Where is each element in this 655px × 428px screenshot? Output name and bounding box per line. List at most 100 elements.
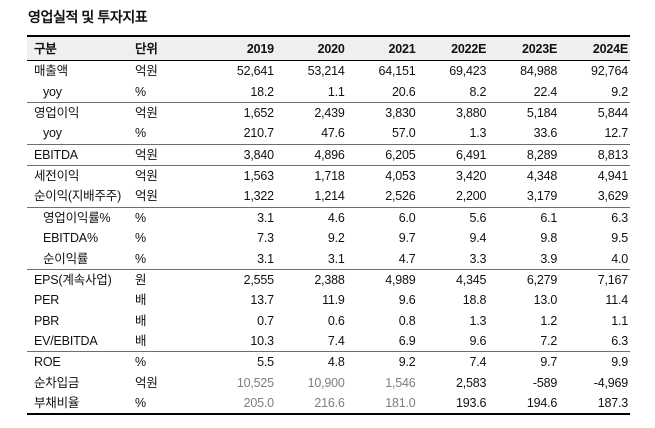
cell-value: 4.6 [327, 210, 345, 225]
cell-value: 9.2 [398, 355, 416, 370]
cell-value: 64,151 [378, 64, 416, 79]
cell-value: 18.2 [205, 81, 276, 103]
row-unit: 배 [135, 293, 147, 308]
cell-value: 10,525 [236, 375, 274, 390]
row-unit: 억원 [135, 375, 158, 390]
cell-value: 2,200 [417, 186, 489, 208]
table-row: PER 배 13.7 11.9 9.6 18.8 13.0 11.4 [27, 290, 630, 310]
cell-value: 57.0 [346, 123, 418, 145]
cell-value: 53,214 [307, 64, 345, 79]
table-row: yoy% 210.7 47.6 57.0 1.3 33.6 12.7 [27, 123, 630, 145]
cell-value: 9.7 [398, 231, 416, 246]
cell-value: 187.3 [597, 396, 628, 411]
cell-value: 4.8 [327, 355, 345, 370]
cell-value: 11.4 [605, 293, 628, 308]
row-unit: % [135, 396, 146, 411]
table-row: 순이익(지배주주) 억원 1,322 1,214 2,526 2,200 3,179 3,62… [27, 186, 630, 208]
row-label: 세전이익 [34, 169, 80, 184]
cell-value: 9.8 [540, 231, 558, 246]
cell-value: 3.1 [205, 248, 276, 270]
cell-value: 2,439 [314, 105, 345, 120]
cell-value: 3,840 [205, 144, 276, 166]
cell-value: 8,813 [559, 144, 630, 166]
cell-value: 193.6 [456, 396, 487, 411]
cell-value: 205.0 [243, 396, 274, 411]
cell-value: 1.3 [417, 123, 489, 145]
cell-value: 9.2 [327, 231, 345, 246]
row-unit: 원 [135, 272, 147, 287]
row-unit: 억원 [135, 105, 158, 120]
row-unit: 배 [133, 330, 206, 353]
cell-value: 4,989 [385, 272, 416, 287]
cell-value: 7.4 [469, 355, 487, 370]
column-header-2023e: 2023E [488, 36, 560, 61]
cell-value: 33.6 [488, 123, 560, 145]
cell-value: 4.0 [559, 248, 630, 270]
cell-value: 2,526 [346, 186, 418, 208]
row-unit: % [135, 355, 146, 370]
cell-value: 92,764 [590, 64, 628, 79]
row-label: 영업이익 [34, 105, 80, 120]
row-label: EBITDA [27, 144, 134, 166]
cell-value: 0.6 [327, 313, 345, 328]
row-label: 순이익률 [27, 248, 134, 270]
cell-value: 20.6 [346, 81, 418, 103]
cell-value: 2,555 [243, 272, 274, 287]
cell-value: 9.7 [540, 355, 558, 370]
cell-value: 13.7 [250, 293, 274, 308]
row-unit: 억원 [133, 186, 206, 208]
table-row: 영업이익 억원 1,652 2,439 3,830 3,880 5,184 5,844 [27, 102, 630, 123]
row-unit: % [135, 210, 146, 225]
cell-value: 18.8 [462, 293, 487, 308]
cell-value: 6.1 [540, 210, 558, 225]
cell-value: 210.7 [205, 123, 276, 145]
cell-value: 69,423 [449, 64, 487, 79]
table-row: ROE% 5.5 4.8 9.2 7.4 9.7 9.9 [27, 352, 630, 373]
row-unit: 억원 [135, 64, 158, 79]
cell-value: 1,214 [275, 186, 347, 208]
cell-value: 3.3 [417, 248, 489, 270]
header-row: 구분 단위 2019 2020 2021 2022E 2023E 2024E [27, 36, 630, 61]
cell-value: 52,641 [236, 64, 274, 79]
cell-value: 216.6 [314, 396, 345, 411]
cell-value: 9.5 [611, 231, 628, 246]
row-unit: 억원 [133, 144, 206, 166]
cell-value: 1.2 [540, 313, 558, 328]
cell-value: -589 [532, 375, 558, 390]
cell-value: 10.3 [205, 330, 276, 353]
row-label: yoy [27, 123, 134, 145]
cell-value: 1.1 [611, 313, 628, 328]
cell-value: 4,053 [385, 169, 416, 184]
cell-value: 181.0 [385, 396, 416, 411]
row-label: EV/EBITDA [27, 330, 134, 353]
row-unit: % [133, 81, 206, 103]
row-label: 순차입금 [34, 375, 80, 390]
cell-value: 4,896 [275, 144, 347, 166]
cell-value: 3,830 [385, 105, 416, 120]
cell-value: 1,546 [385, 375, 416, 390]
row-label: 부채비율 [34, 396, 80, 411]
column-header-2020: 2020 [275, 36, 347, 61]
row-unit: 억원 [135, 169, 158, 184]
cell-value: 22.4 [488, 81, 560, 103]
cell-value: 7.4 [275, 330, 347, 353]
cell-value: 7.3 [257, 231, 274, 246]
cell-value: 0.8 [398, 313, 416, 328]
cell-value: 9.6 [417, 330, 489, 353]
cell-value: 5.6 [469, 210, 487, 225]
column-header-2021: 2021 [346, 36, 418, 61]
cell-value: 5,184 [526, 105, 558, 120]
cell-value: 6.0 [398, 210, 416, 225]
table-row: 세전이익 억원 1,563 1,718 4,053 3,420 4,348 4,941 [27, 165, 630, 186]
cell-value: 10,900 [307, 375, 345, 390]
cell-value: 3,629 [559, 186, 630, 208]
table-row: 영업이익률%% 3.1 4.6 6.0 5.6 6.1 6.3 [27, 207, 630, 228]
cell-value: 4,345 [456, 272, 487, 287]
row-unit: % [133, 123, 206, 145]
table-row: 부채비율% 205.0 216.6 181.0 193.6 194.6 187.3 [27, 393, 630, 414]
column-header-label: 구분 [27, 36, 134, 61]
cell-value: 8.2 [417, 81, 489, 103]
table-row: EV/EBITDA 배 10.3 7.4 6.9 9.6 7.2 6.3 [27, 330, 630, 353]
row-label: EBITDA% [43, 231, 98, 246]
